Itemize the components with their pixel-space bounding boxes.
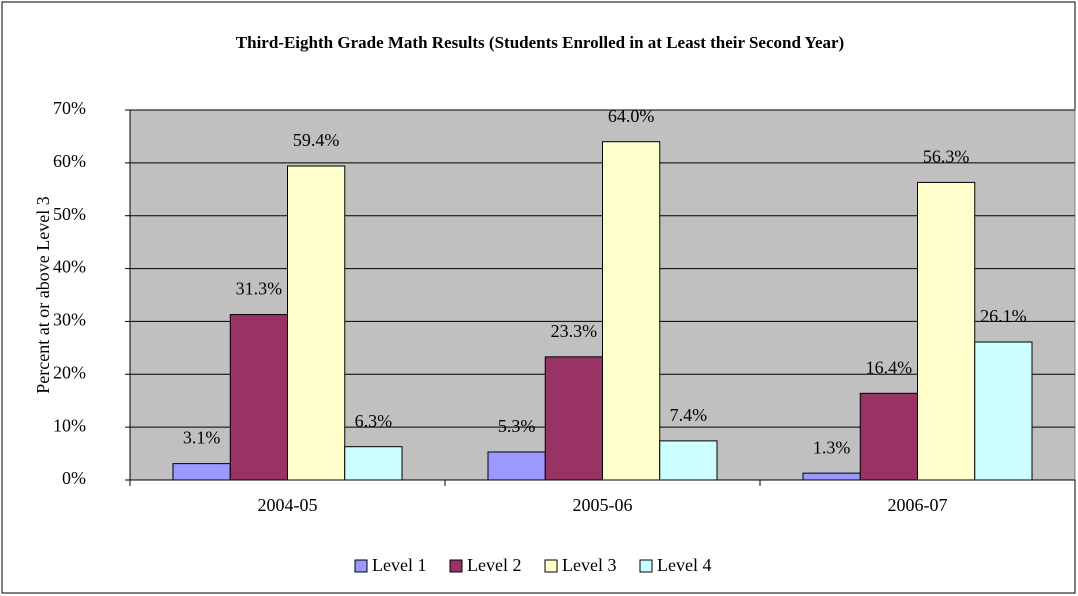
legend-swatch: [544, 559, 558, 573]
bar: [659, 440, 718, 481]
data-label: 7.4%: [670, 405, 708, 425]
data-label: 26.1%: [980, 306, 1027, 326]
data-label: 23.3%: [551, 321, 598, 341]
bar: [487, 451, 546, 481]
chart-title: Third-Eighth Grade Math Results (Student…: [236, 33, 844, 52]
data-label: 16.4%: [866, 357, 913, 377]
legend-label: Level 2: [467, 555, 521, 575]
data-label: 56.3%: [923, 147, 970, 167]
legend-label: Level 4: [657, 555, 711, 575]
x-tick-label: 2005-06: [573, 495, 633, 515]
data-label: 6.3%: [355, 411, 393, 431]
data-label: 31.3%: [236, 279, 283, 299]
bar: [917, 181, 976, 481]
bar: [229, 314, 288, 481]
bar: [859, 392, 919, 481]
legend-label: Level 3: [562, 555, 616, 575]
data-label: 5.3%: [498, 416, 536, 436]
data-label: 59.4%: [293, 130, 340, 150]
legend-swatch: [449, 559, 463, 573]
legend-swatch: [639, 559, 653, 573]
legend-swatch: [354, 559, 368, 573]
data-label: 64.0%: [608, 106, 655, 126]
data-label: 1.3%: [813, 437, 851, 457]
y-tick-label: 50%: [53, 204, 86, 224]
y-tick-label: 0%: [62, 468, 86, 488]
y-tick-label: 30%: [53, 310, 86, 330]
bar: [172, 463, 231, 481]
y-tick-label: 10%: [53, 415, 86, 435]
legend-label: Level 1: [372, 555, 426, 575]
y-tick-label: 70%: [53, 98, 86, 118]
y-tick-label: 20%: [53, 362, 86, 382]
bar: [544, 356, 604, 481]
y-axis-label: Percent at or above Level 3: [33, 196, 53, 393]
y-tick-label: 40%: [53, 257, 86, 277]
x-tick-label: 2006-07: [888, 495, 948, 515]
bar: [344, 446, 403, 481]
bar: [287, 165, 346, 481]
y-tick-label: 60%: [53, 151, 86, 171]
x-tick-label: 2004-05: [258, 495, 318, 515]
bar: [974, 341, 1033, 481]
bar: [602, 141, 661, 481]
bar: [802, 472, 861, 481]
data-label: 3.1%: [183, 428, 221, 448]
